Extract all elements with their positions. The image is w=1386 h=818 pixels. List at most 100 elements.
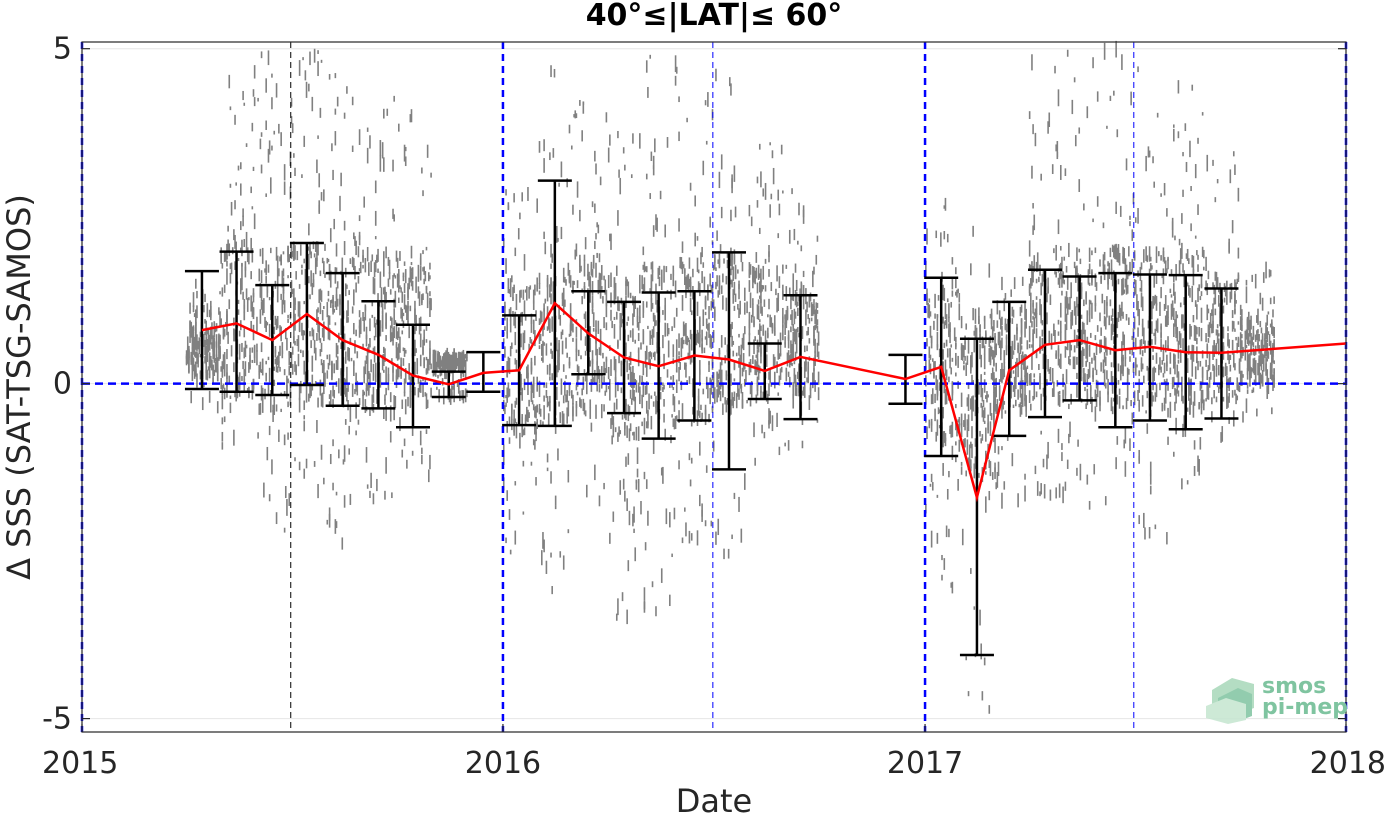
scatter-point: [1140, 292, 1143, 308]
scatter-point: [1103, 352, 1106, 363]
scatter-point: [673, 396, 676, 412]
scatter-point: [787, 336, 790, 349]
scatter-point: [1131, 347, 1134, 356]
scatter-point: [207, 333, 210, 345]
scatter-point: [609, 134, 611, 146]
scatter-point: [708, 413, 710, 423]
scatter-point: [293, 297, 295, 312]
scatter-point: [767, 327, 769, 338]
scatter-point: [245, 288, 248, 300]
scatter-point: [550, 552, 552, 558]
scatter-point: [697, 281, 700, 291]
scatter-point: [557, 448, 559, 461]
scatter-point: [459, 390, 461, 402]
scatter-point: [269, 247, 272, 254]
scatter-point: [583, 402, 586, 415]
scatter-point: [983, 657, 986, 666]
scatter-point: [513, 313, 515, 326]
scatter-point: [410, 374, 413, 382]
scatter-point: [1083, 322, 1085, 335]
scatter-point: [505, 537, 507, 544]
scatter-point: [1159, 382, 1161, 391]
scatter-point: [1012, 404, 1015, 408]
scatter-point: [979, 344, 981, 360]
scatter-point: [1198, 459, 1200, 476]
scatter-point: [645, 173, 648, 180]
scatter-point: [725, 275, 728, 280]
scatter-point: [188, 349, 190, 358]
scatter-point: [617, 340, 619, 347]
scatter-point: [697, 403, 700, 416]
scatter-point: [600, 404, 603, 419]
scatter-point: [1057, 89, 1060, 107]
scatter-point: [732, 397, 735, 409]
scatter-point: [788, 376, 791, 385]
scatter-point: [1042, 353, 1045, 370]
scatter-point: [945, 525, 948, 538]
scatter-point: [730, 373, 732, 386]
scatter-point: [1256, 330, 1258, 341]
scatter-point: [996, 300, 999, 315]
scatter-point: [600, 372, 603, 389]
scatter-point: [639, 133, 641, 149]
scatter-point: [1129, 349, 1131, 355]
scatter-point: [1186, 358, 1189, 373]
scatter-point: [1053, 381, 1055, 397]
scatter-point: [618, 300, 620, 312]
scatter-point: [275, 83, 278, 98]
scatter-point: [805, 361, 807, 372]
scatter-point: [970, 367, 972, 374]
scatter-point: [233, 229, 235, 241]
scatter-point: [550, 293, 552, 305]
scatter-point: [714, 255, 716, 263]
scatter-point: [1122, 246, 1124, 262]
scatter-point: [673, 507, 676, 520]
scatter-point: [1189, 323, 1191, 340]
scatter-point: [557, 360, 559, 367]
scatter-point: [809, 387, 812, 391]
scatter-point: [1028, 390, 1031, 404]
scatter-point: [381, 311, 384, 327]
scatter-point: [768, 383, 770, 397]
scatter-point: [327, 327, 330, 340]
scatter-point: [1015, 361, 1017, 373]
scatter-point: [576, 280, 579, 289]
scatter-point: [1020, 382, 1023, 390]
scatter-point: [1197, 455, 1199, 472]
scatter-point: [319, 270, 322, 277]
scatter-point: [1018, 403, 1021, 408]
scatter-point: [502, 457, 505, 466]
scatter-point: [369, 135, 371, 149]
scatter-point: [1262, 354, 1265, 372]
y-tick-label-0: 5: [53, 32, 72, 67]
scatter-point: [1028, 373, 1031, 384]
scatter-point: [261, 299, 264, 316]
scatter-point: [1148, 246, 1151, 260]
scatter-point: [546, 364, 549, 375]
scatter-point: [998, 310, 1001, 320]
scatter-point: [617, 296, 619, 311]
scatter-point: [625, 398, 627, 406]
scatter-point: [201, 397, 204, 411]
scatter-point: [294, 167, 296, 177]
scatter-point: [252, 89, 255, 97]
scatter-point: [1245, 330, 1248, 340]
scatter-point: [221, 442, 224, 450]
scatter-point: [641, 394, 643, 409]
scatter-point: [353, 258, 355, 271]
scatter-point: [1244, 330, 1247, 344]
scatter-point: [597, 224, 600, 234]
scatter-point: [1163, 303, 1166, 311]
scatter-point: [669, 594, 671, 607]
scatter-point: [786, 352, 789, 367]
scatter-point: [687, 275, 690, 287]
scatter-point: [559, 314, 562, 326]
scatter-point: [340, 368, 342, 383]
scatter-point: [437, 374, 439, 379]
scatter-point: [422, 293, 424, 301]
scatter-point: [718, 171, 721, 189]
scatter-point: [1241, 334, 1243, 339]
mean-series-line: [201, 301, 1347, 503]
scatter-point: [446, 355, 449, 372]
scatter-point: [528, 399, 530, 407]
